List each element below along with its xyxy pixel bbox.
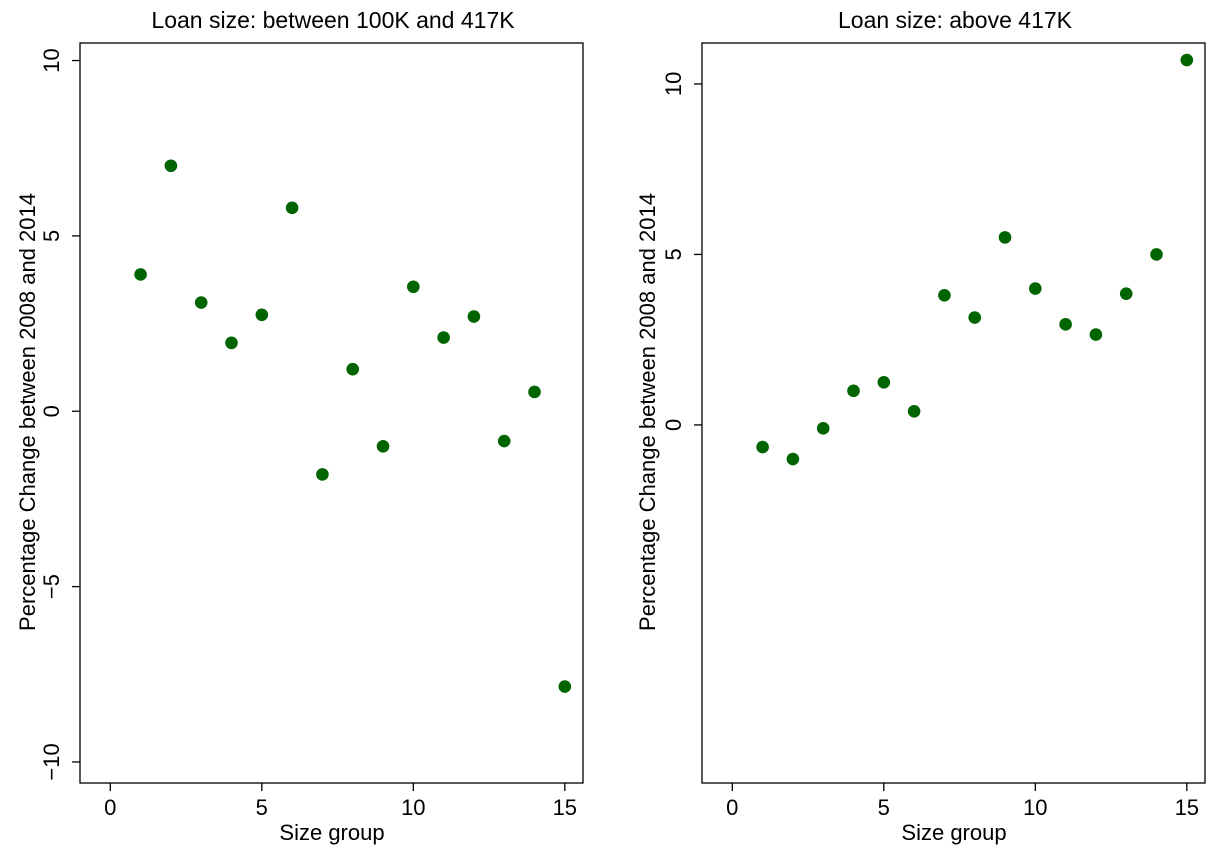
data-point-right-9	[998, 231, 1012, 244]
data-point-right-15	[1180, 53, 1194, 67]
x-axis-label-left: Size group	[279, 820, 384, 845]
data-point-right-4	[847, 384, 860, 398]
y-tick-label-right-2: 10	[661, 72, 686, 96]
data-point-left-3	[194, 296, 208, 309]
data-point-right-7	[938, 289, 951, 302]
chart-title-right: Loan size: above 417K	[838, 7, 1073, 33]
data-point-left-9	[376, 440, 390, 453]
data-point-left-6	[285, 201, 299, 215]
data-point-right-14	[1150, 248, 1163, 261]
data-point-left-2	[164, 159, 178, 173]
data-point-right-2	[786, 452, 800, 466]
y-tick-label-right-0: 0	[661, 419, 686, 431]
x-tick-label-left-3: 15	[553, 795, 577, 820]
x-axis-label-right: Size group	[901, 820, 1006, 845]
x-tick-label-left-2: 10	[401, 795, 425, 820]
data-point-right-11	[1059, 318, 1072, 331]
y-tick-label-left-3: 5	[39, 230, 64, 242]
data-point-left-7	[316, 468, 329, 481]
y-tick-label-left-4: 10	[39, 48, 64, 72]
y-tick-label-right-1: 5	[661, 248, 686, 260]
data-point-left-4	[225, 336, 238, 350]
data-point-right-13	[1119, 287, 1133, 300]
x-tick-label-right-2: 10	[1023, 795, 1047, 820]
data-point-right-5	[877, 376, 891, 389]
data-point-left-11	[437, 331, 450, 344]
chart-panel-right: Loan size: above 417K Size group Percent…	[635, 7, 1206, 845]
chart-title-left: Loan size: between 100K and 417K	[151, 7, 515, 33]
y-axis-ticks-left: −10 −5 0 5 10	[39, 48, 80, 781]
data-point-right-6	[907, 404, 921, 418]
y-axis-ticks-right: 0 5 10	[661, 72, 702, 431]
data-points-right	[756, 53, 1194, 466]
y-tick-label-left-2: 0	[39, 405, 64, 417]
data-point-left-8	[346, 362, 360, 376]
y-tick-label-left-1: −5	[39, 574, 64, 599]
x-axis-ticks-left: 0 5 10 15	[104, 783, 577, 820]
x-axis-ticks-right: 0 5 10 15	[726, 783, 1199, 820]
data-point-left-12	[467, 310, 481, 323]
chart-panel-left: Loan size: between 100K and 417K Size gr…	[15, 7, 584, 845]
data-point-left-14	[528, 385, 541, 399]
data-point-right-3	[816, 422, 830, 435]
x-tick-label-right-0: 0	[726, 795, 738, 820]
data-point-left-1	[134, 268, 147, 281]
y-axis-label-left: Percentage Change between 2008 and 2014	[15, 193, 40, 631]
data-point-left-10	[407, 280, 420, 294]
data-point-right-8	[968, 311, 982, 324]
x-tick-label-left-0: 0	[104, 795, 116, 820]
y-tick-label-left-0: −10	[39, 743, 64, 780]
x-tick-label-right-1: 5	[878, 795, 890, 820]
data-point-right-12	[1089, 328, 1103, 341]
data-point-left-13	[497, 434, 511, 448]
y-axis-label-right: Percentage Change between 2008 and 2014	[635, 193, 660, 631]
plot-area-left	[79, 42, 584, 784]
data-point-right-10	[1029, 282, 1042, 295]
data-points-left	[134, 159, 572, 693]
plot-area-right	[701, 42, 1206, 784]
data-point-left-15	[558, 680, 572, 693]
data-point-right-1	[756, 440, 769, 454]
x-tick-label-left-1: 5	[256, 795, 268, 820]
x-tick-label-right-3: 15	[1175, 795, 1199, 820]
data-point-left-5	[255, 308, 269, 322]
